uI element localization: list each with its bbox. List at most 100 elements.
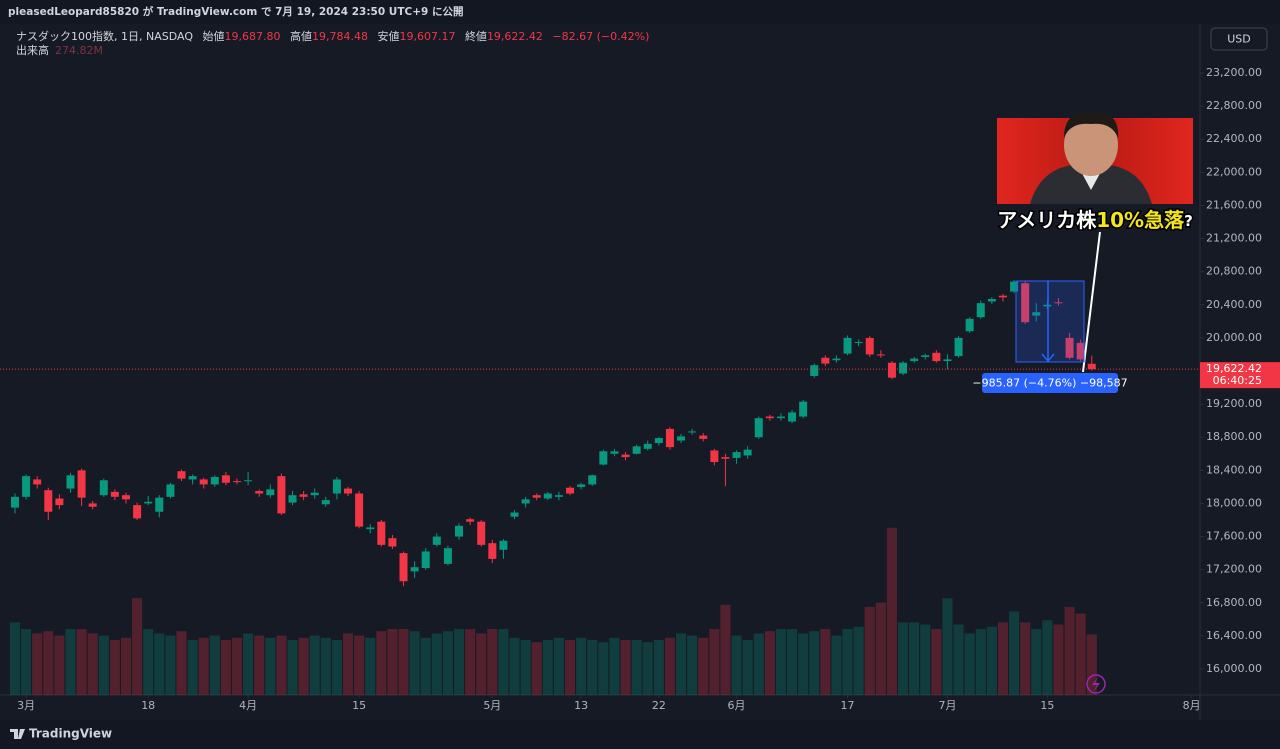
volume-bar	[320, 637, 331, 695]
candle-body	[55, 498, 64, 506]
volume-bar	[420, 637, 431, 695]
close-value: 19,622.42	[487, 30, 543, 43]
caption-bg	[997, 204, 1193, 236]
plot-layer	[0, 279, 1200, 587]
x-tick-label: 18	[141, 699, 155, 712]
volume-bar	[276, 635, 287, 695]
candle-body	[654, 438, 663, 444]
volume-bar	[453, 629, 465, 695]
volume-bar	[1042, 620, 1053, 695]
candle-body	[532, 495, 541, 498]
volume-bar	[720, 604, 731, 695]
volume-bar	[1075, 613, 1086, 695]
volume-bar	[798, 633, 809, 695]
x-tick-label: 22	[652, 699, 666, 712]
candle-body	[721, 457, 730, 459]
y-tick-label: 22,400.00	[1206, 132, 1262, 145]
candle-body	[710, 450, 719, 463]
candle-body	[121, 495, 130, 500]
volume-bar	[842, 629, 853, 695]
candle-body	[33, 479, 42, 485]
volume-bar	[886, 527, 898, 695]
candle-body	[388, 538, 397, 547]
candle-body	[410, 567, 419, 572]
candle-body	[144, 501, 153, 504]
volume-bar	[875, 602, 886, 695]
y-tick-label: 18,400.00	[1206, 463, 1262, 476]
currency-button[interactable]	[1210, 27, 1268, 51]
volume-bar	[775, 629, 786, 695]
volume-bar	[675, 633, 687, 695]
volume-bar	[731, 635, 742, 695]
volume-bar	[54, 635, 65, 695]
volume-bar	[964, 633, 975, 695]
volume-name: 出来高	[16, 43, 49, 57]
replay-icon[interactable]	[1086, 674, 1106, 694]
candle-body	[510, 512, 519, 517]
y-tick-label: 18,800.00	[1206, 430, 1262, 443]
volume-bar	[997, 622, 1009, 695]
volume-bar	[653, 640, 664, 695]
volume-bar	[120, 637, 132, 695]
volume-bar	[1020, 622, 1031, 695]
candle-body	[610, 451, 619, 454]
volume-bar	[265, 637, 276, 695]
volume-bar	[376, 631, 387, 695]
high-label: 高値	[290, 29, 312, 43]
volume-bar	[143, 629, 154, 695]
x-tick-label: 3月	[17, 699, 35, 712]
volume-bar	[298, 637, 309, 695]
x-tick-label: 17	[841, 699, 855, 712]
candle-body	[854, 342, 863, 344]
legend: ナスダック100指数, 1日, NASDAQ 始値19,687.80 高値19,…	[16, 29, 649, 43]
candle-body	[776, 416, 785, 419]
candle-body	[765, 416, 774, 419]
publisher: pleasedLeopard85820 が TradingView.com で …	[8, 5, 463, 18]
volume-bar	[531, 642, 542, 695]
y-tick-label: 23,200.00	[1206, 66, 1262, 79]
measure-arrowhead	[1041, 353, 1055, 363]
candle-body	[399, 553, 408, 582]
candle-body	[1065, 337, 1074, 358]
candle-body	[688, 431, 697, 433]
candle-body	[954, 337, 963, 357]
volume-bar	[398, 629, 409, 695]
lightning	[1092, 677, 1100, 691]
volume-bar	[698, 637, 709, 695]
candle-body	[976, 303, 985, 318]
candle-body	[288, 495, 297, 503]
volume-bar	[98, 635, 109, 695]
x-tick-label: 8月	[1183, 699, 1201, 712]
candle-body	[233, 481, 241, 483]
candle-body	[99, 480, 108, 496]
volume-bar	[87, 633, 98, 695]
caption-part: アメリカ株	[997, 208, 1097, 232]
volume-bar	[853, 626, 864, 695]
candle-body	[621, 454, 630, 458]
candle-body	[321, 500, 330, 505]
volume-layer	[9, 527, 1097, 695]
y-tick-label: 16,000.00	[1206, 662, 1262, 675]
currency[interactable]: USD	[1227, 33, 1251, 46]
volume-bar	[898, 622, 909, 695]
candle-body	[943, 359, 952, 362]
last-price-box	[1200, 362, 1280, 389]
candle-body	[876, 354, 885, 356]
candle-body	[799, 401, 808, 417]
candle-body	[910, 358, 919, 362]
footer-bar	[0, 720, 1280, 749]
volume-bar	[542, 640, 553, 695]
volume-bar	[864, 607, 875, 695]
volume-bar	[198, 637, 209, 695]
volume-bar	[76, 629, 87, 695]
low-label: 安値	[377, 29, 399, 43]
candle-body	[632, 446, 641, 454]
volume-bar	[1009, 611, 1020, 695]
y-tick-label: 17,200.00	[1206, 563, 1262, 576]
measure-box	[1015, 280, 1085, 363]
low-value: 19,607.17	[399, 30, 455, 43]
logo	[10, 729, 25, 739]
last-price-label: 19,622.42	[1206, 362, 1262, 375]
volume-bar	[642, 642, 653, 695]
x-tick-label: 4月	[239, 699, 257, 712]
